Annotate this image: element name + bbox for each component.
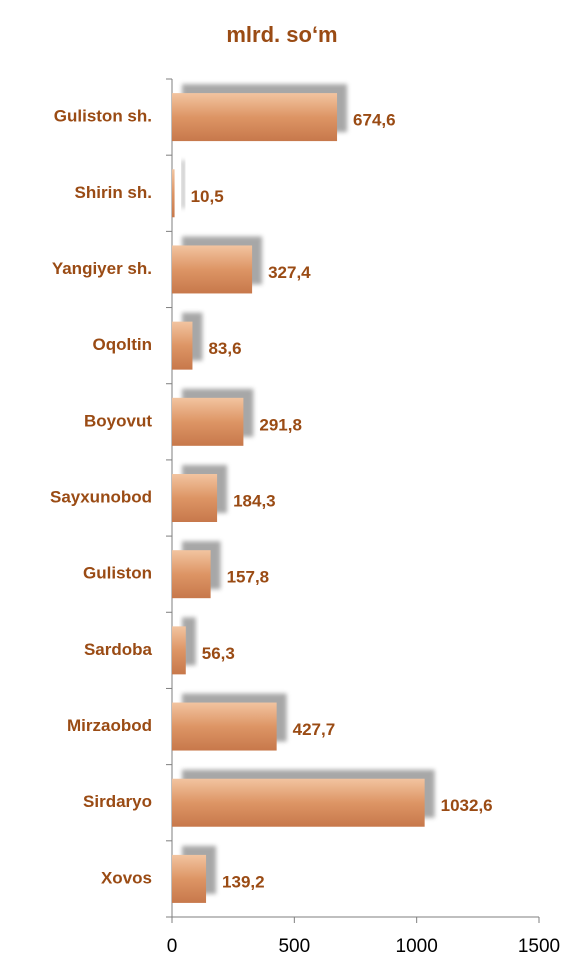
data-label: 56,3 bbox=[202, 644, 235, 663]
bar bbox=[172, 702, 277, 751]
bar bbox=[172, 245, 253, 294]
chart-title: mlrd. so‘m bbox=[226, 22, 337, 47]
data-label: 10,5 bbox=[191, 187, 224, 206]
bar bbox=[172, 550, 211, 599]
y-tick-label: Sirdaryo bbox=[83, 792, 152, 811]
data-label: 157,8 bbox=[227, 568, 270, 587]
y-tick-label: Oqoltin bbox=[93, 335, 152, 354]
y-tick-label: Sayxunobod bbox=[50, 487, 152, 506]
bar bbox=[172, 778, 425, 827]
y-tick-label: Yangiyer sh. bbox=[52, 259, 152, 278]
data-label: 327,4 bbox=[268, 263, 311, 282]
data-label: 184,3 bbox=[233, 491, 276, 510]
x-tick-label: 500 bbox=[278, 936, 310, 957]
y-tick-label: Xovos bbox=[101, 868, 152, 887]
data-label: 1032,6 bbox=[441, 796, 493, 815]
y-tick-label: Guliston sh. bbox=[54, 107, 152, 126]
y-tick-label: Sardoba bbox=[84, 640, 153, 659]
bar bbox=[172, 93, 338, 142]
bar bbox=[172, 321, 193, 370]
bar bbox=[172, 169, 175, 218]
y-tick-label: Mirzaobod bbox=[67, 716, 152, 735]
bar bbox=[172, 397, 244, 446]
bar bbox=[172, 626, 186, 675]
y-tick-label: Guliston bbox=[83, 564, 152, 583]
bar-shadow bbox=[182, 160, 185, 209]
y-tick-label: Boyovut bbox=[84, 411, 152, 430]
x-tick-label: 0 bbox=[167, 936, 178, 957]
data-label: 674,6 bbox=[353, 111, 396, 130]
data-label: 427,7 bbox=[293, 720, 336, 739]
data-label: 291,8 bbox=[259, 415, 302, 434]
data-label: 83,6 bbox=[208, 339, 241, 358]
x-tick-label: 1500 bbox=[518, 936, 560, 957]
data-label: 139,2 bbox=[222, 872, 265, 891]
x-tick-label: 1000 bbox=[396, 936, 438, 957]
y-tick-label: Shirin sh. bbox=[75, 183, 152, 202]
bar bbox=[172, 474, 218, 522]
bar bbox=[172, 854, 207, 903]
